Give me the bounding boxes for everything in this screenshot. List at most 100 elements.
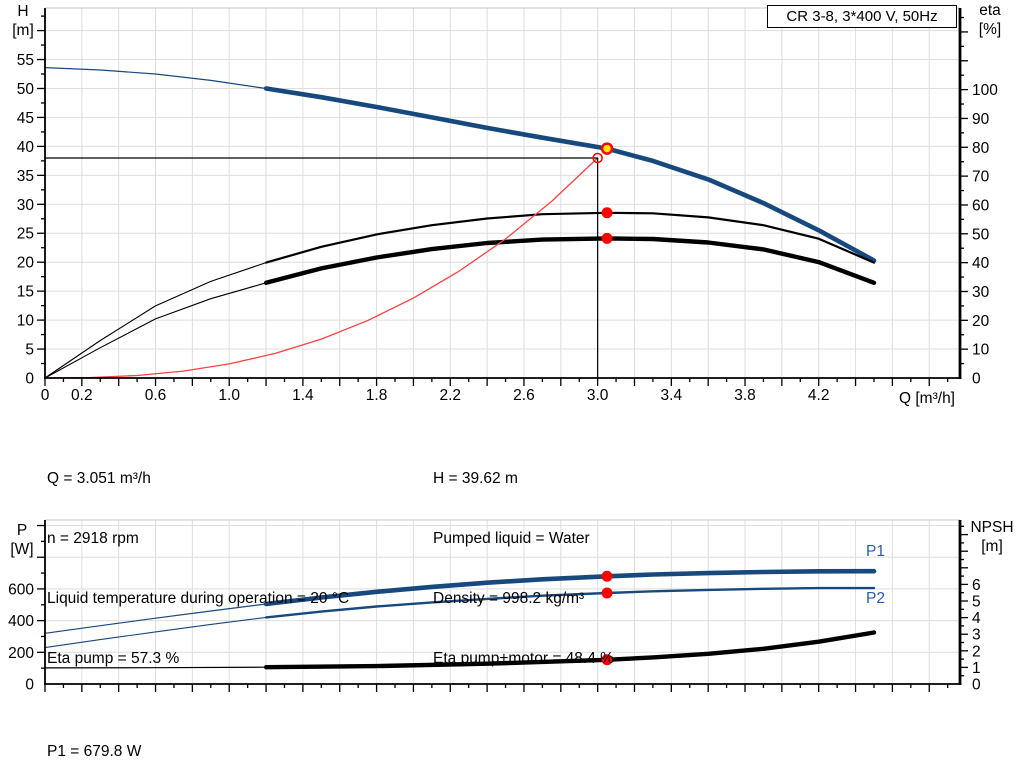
p-axis-unit: [W] (10, 541, 34, 558)
left-axis-title-h: H [m] (6, 2, 40, 40)
right-axis-title-npsh: NPSH [m] (961, 518, 1023, 556)
eta-axis-label: eta (979, 2, 1001, 19)
h-axis-unit: [m] (12, 22, 34, 39)
right-tick-label: 1 (972, 660, 981, 677)
qh-eta-chart: 0 0.2 0.6 1.0 1.4 1.8 2.2 2.6 3.0 3.4 3.8 4.2 0 5 10 15… (17, 7, 998, 404)
right-tick-label: 6 (972, 577, 981, 594)
right-tick-label: 70 (972, 169, 990, 186)
left-tick-label: 200 (8, 645, 34, 662)
info-line-liquid: Pumped liquid = Water (433, 530, 590, 547)
x-tick-label: 0.2 (71, 387, 93, 404)
info-line-density: Density = 998.2 kg/m³ (433, 590, 585, 607)
left-tick-label: 50 (17, 81, 35, 98)
left-tick-label: 55 (17, 52, 34, 69)
right-tick-label: 20 (972, 313, 990, 330)
gridlines (45, 520, 960, 684)
left-tick-label: 5 (25, 342, 34, 359)
right-tick-label: 2 (972, 643, 981, 660)
h-axis-label: H (17, 3, 29, 20)
duty-dot (601, 587, 613, 599)
duty-info-left-column: Q = 3.051 m³/h n = 2918 rpm Liquid tempe… (47, 429, 349, 709)
tick-marks (37, 524, 968, 692)
info-line-p1: P1 = 679.8 W (47, 743, 142, 760)
duty-point-marker (600, 142, 614, 155)
right-tick-label: 4 (972, 610, 981, 627)
curve-system-curve (44, 157, 599, 379)
right-axis-title-eta: eta [%] (967, 1, 1013, 39)
info-line-q: Q = 3.051 m³/h (47, 470, 151, 487)
x-tick-label: 0.6 (145, 387, 167, 404)
p2-curve-label: P2 (866, 590, 885, 607)
eta-axis-unit: [%] (978, 21, 1002, 38)
right-tick-label: 0 (972, 677, 981, 694)
duty-info-right-column: H = 39.62 m Pumped liquid = Water Densit… (433, 429, 614, 709)
right-tick-label: 80 (972, 140, 990, 157)
left-tick-label: 45 (17, 110, 34, 127)
info-line-temperature: Liquid temperature during operation = 20… (47, 590, 350, 607)
x-tick-label: 3.8 (734, 387, 756, 404)
curve-qh-curve (44, 66, 267, 90)
npsh-axis-label: NPSH (970, 519, 1014, 536)
curve-eta-pump (44, 262, 267, 379)
curve-eta-pump (265, 211, 876, 264)
x-tick-label: 1.8 (366, 387, 388, 404)
right-tick-label: 50 (972, 226, 990, 243)
curve-p2 (44, 616, 267, 649)
p1-curve-label: P1 (866, 543, 885, 560)
duty-dot (601, 570, 613, 582)
x-tick-label: 1.0 (218, 387, 240, 404)
right-tick-label: 100 (972, 82, 998, 99)
left-tick-label: 0 (25, 371, 34, 388)
left-tick-label: 25 (17, 226, 34, 243)
duty-dot (601, 654, 613, 666)
x-tick-label: 4.2 (808, 387, 830, 404)
x-tick-label: 0 (41, 387, 50, 404)
curve-npsh (44, 666, 267, 669)
x-tick-label: 2.2 (439, 387, 461, 404)
left-tick-label: 400 (8, 613, 34, 630)
duty-dot (601, 232, 613, 244)
curve-p1 (263, 568, 877, 607)
curve-p1 (44, 603, 267, 634)
right-tick-label: 10 (972, 342, 990, 359)
pump-type-box: CR 3-8, 3*400 V, 50Hz (767, 5, 957, 28)
curve-p2 (264, 586, 876, 619)
info-line-eta-pump: Eta pump = 57.3 % (47, 650, 180, 667)
duty-dot (601, 207, 613, 219)
left-tick-label: 40 (17, 139, 35, 156)
x-axis-title-q: Q [m³/h] (899, 390, 955, 407)
tick-marks (37, 15, 968, 386)
right-tick-label: 30 (972, 284, 990, 301)
right-tick-label: 90 (972, 111, 990, 128)
right-tick-label: 0 (972, 371, 981, 388)
x-tick-label: 3.4 (661, 387, 683, 404)
left-tick-label: 35 (17, 168, 34, 185)
curve-eta-pump-motor (44, 282, 267, 379)
left-axis-title-p: P [W] (4, 521, 40, 559)
left-tick-label: 15 (17, 284, 34, 301)
gridlines (45, 8, 960, 378)
left-tick-label: 0 (25, 677, 34, 694)
left-tick-label: 30 (17, 197, 35, 214)
left-tick-label: 20 (17, 255, 35, 272)
info-line-eta-pump-motor: Eta pump+motor = 48.4 % (433, 650, 614, 667)
info-line-h: H = 39.62 m (433, 470, 518, 487)
curve-eta-pump-motor (263, 236, 877, 285)
left-tick-label: 600 (8, 581, 34, 598)
right-tick-label: 3 (972, 627, 981, 644)
requested-duty-marker (592, 152, 603, 164)
right-tick-label: 40 (972, 255, 990, 272)
right-tick-label: 60 (972, 197, 990, 214)
curve-npsh (263, 630, 877, 670)
info-line-speed: n = 2918 rpm (47, 530, 139, 547)
left-tick-label: 10 (17, 313, 35, 330)
x-tick-label: 3.0 (587, 387, 609, 404)
p-axis-label: P (16, 522, 28, 539)
curve-qh-curve (263, 86, 877, 263)
x-tick-label: 1.4 (292, 387, 314, 404)
power-info-block: P1 = 679.8 W P2 = 574 W NPSH = 1.46 m (47, 702, 155, 781)
npsh-axis-unit: [m] (981, 538, 1003, 555)
